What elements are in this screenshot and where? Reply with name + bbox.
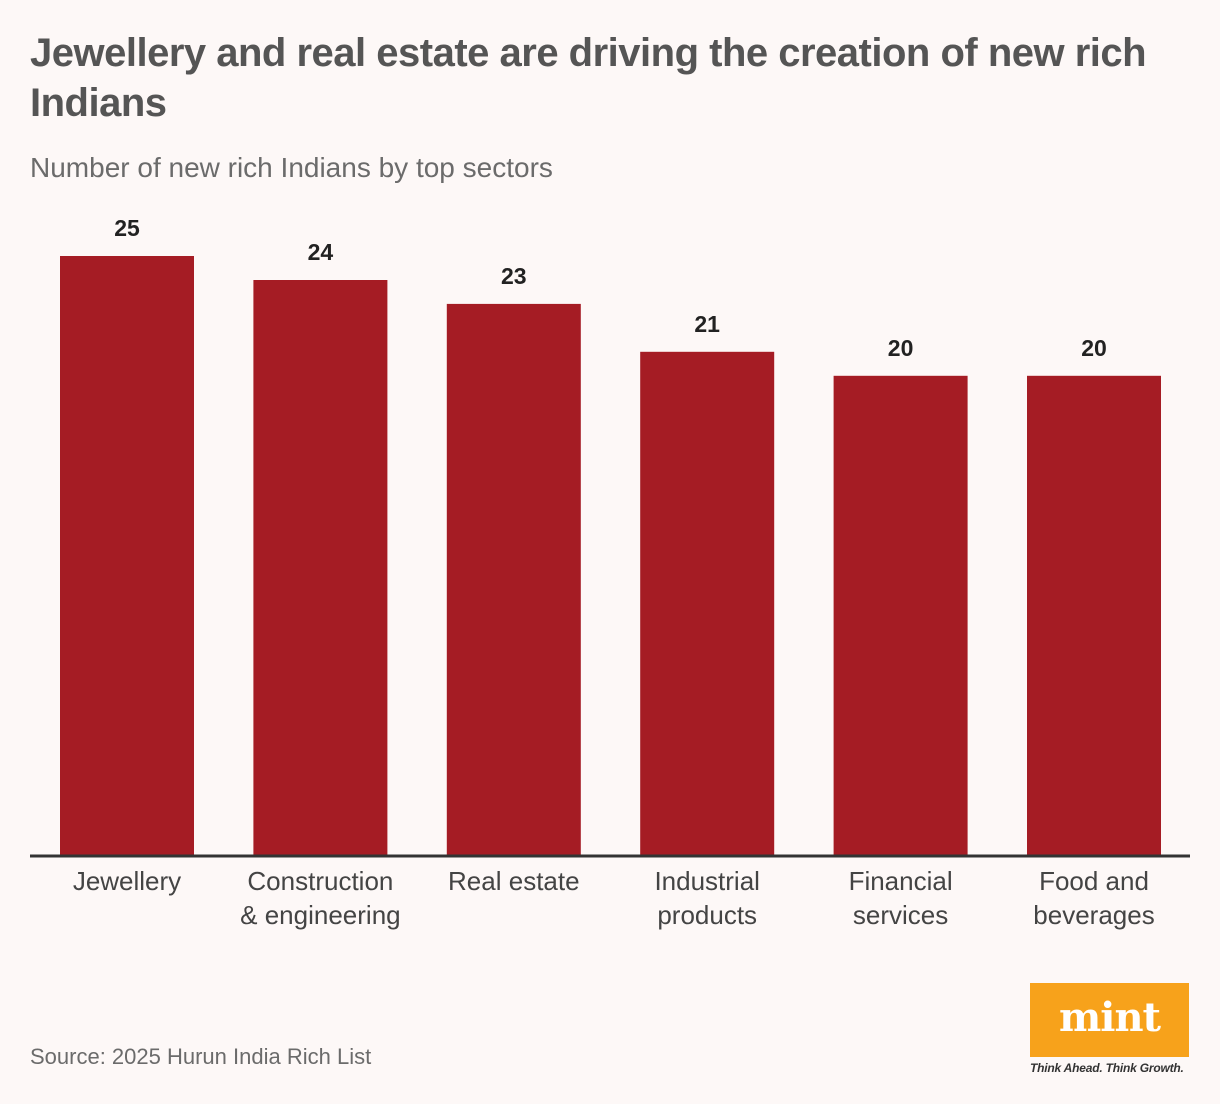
bar [253,280,388,855]
mint-logo-wordmark: mint [1058,994,1161,1041]
bar [640,351,775,855]
bar-value-label: 24 [308,239,334,265]
category-label: & engineering [240,900,400,930]
source-note: Source: 2025 Hurun India Rich List [30,1044,372,1069]
category-label: products [657,900,757,930]
category-label: Food and [1039,866,1149,896]
category-label: services [853,900,948,930]
bar-value-label: 20 [888,335,914,361]
mint-logo-box: mint [1030,983,1189,1057]
category-label: beverages [1033,900,1154,930]
chart-title: Jewellery and real estate are driving th… [30,31,1147,125]
bar [833,375,968,855]
bar-value-label: 23 [501,263,527,289]
bar [446,303,581,855]
category-label: Real estate [448,866,580,896]
bar [1027,375,1161,855]
bar-chart: 25 Jewellery 24 Construction & engineering 23… [30,215,1190,930]
bar-value-label: 20 [1081,335,1107,361]
category-label: Financial [849,866,953,896]
bar-value-label: 21 [694,311,720,337]
category-label: Jewellery [73,866,181,896]
mint-logo-tagline: Think Ahead. Think Growth. [1030,1061,1184,1075]
bar-value-label: 25 [114,215,140,241]
chart-subtitle: Number of new rich Indians by top sector… [30,152,553,183]
category-label: Construction [247,866,393,896]
category-label: Industrial [654,866,760,896]
mint-logo: mint Think Ahead. Think Growth. [1030,983,1190,1078]
bar [60,256,194,855]
